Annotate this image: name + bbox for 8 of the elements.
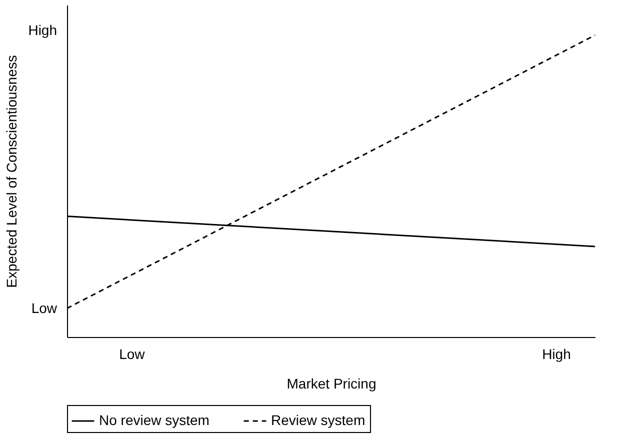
annotation: Low xyxy=(31,300,58,316)
text: Low xyxy=(119,346,146,362)
x-axis-title: Market Pricing xyxy=(286,376,376,392)
annotation: High xyxy=(28,22,57,38)
legend-label: Review system xyxy=(271,412,366,428)
legend-label: No review system xyxy=(99,412,210,428)
text: High xyxy=(542,346,571,362)
y-axis-title: Expected Level of Conscientiousness xyxy=(4,55,20,288)
